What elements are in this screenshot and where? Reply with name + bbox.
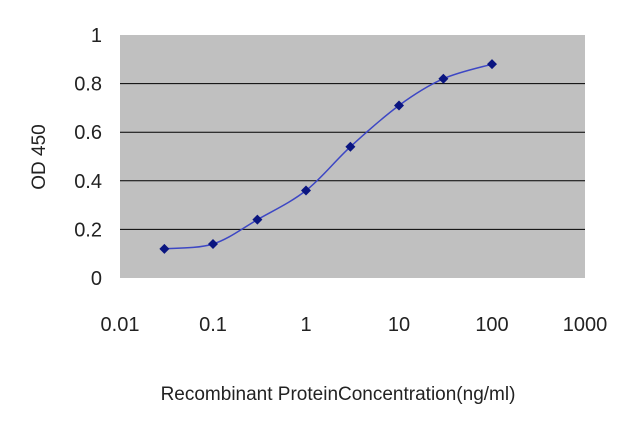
y-tick-label: 0.4 <box>74 171 102 193</box>
data-points <box>159 59 497 254</box>
x-tick-label: 100 <box>475 314 508 336</box>
x-tick-label: 0.01 <box>101 314 140 336</box>
data-point <box>438 73 449 84</box>
data-point <box>252 214 263 225</box>
y-tick-label: 0.6 <box>74 122 102 144</box>
y-tick-label: 0.8 <box>74 74 102 96</box>
data-point <box>487 59 497 70</box>
data-point <box>159 243 170 254</box>
data-point <box>345 141 356 152</box>
x-tick-label: 1 <box>300 314 311 336</box>
x-tick-label: 1000 <box>563 314 608 336</box>
x-tick-label: 0.1 <box>199 314 227 336</box>
plot-area <box>120 35 585 278</box>
y-tick-labels: 0 0.2 0.4 0.6 0.8 1 <box>74 25 102 290</box>
data-point <box>208 238 218 249</box>
y-tick-label: 0.2 <box>74 219 102 241</box>
data-point <box>394 100 404 111</box>
x-axis-title: Recombinant ProteinConcentration(ng/ml) <box>161 384 516 405</box>
y-axis-title: OD 450 <box>29 124 50 189</box>
x-tick-labels: 0.01 0.1 1 10 100 1000 <box>101 314 608 336</box>
data-point <box>301 185 311 196</box>
series-line <box>164 63 493 250</box>
gridlines <box>120 83 585 230</box>
y-tick-label: 1 <box>91 25 102 47</box>
y-tick-label: 0 <box>91 268 102 290</box>
x-tick-label: 10 <box>388 314 410 336</box>
